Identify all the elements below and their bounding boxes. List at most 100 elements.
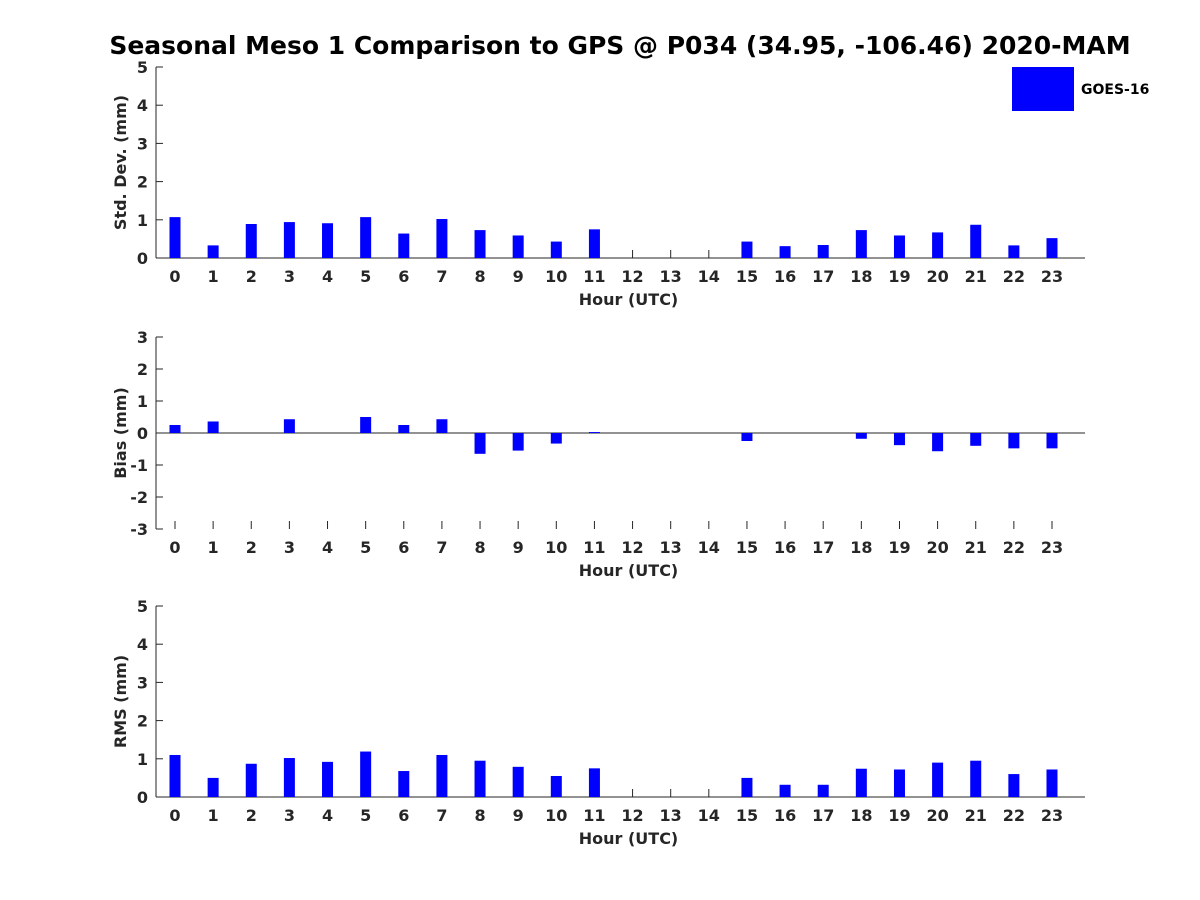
x-tick-label: 15 — [736, 806, 758, 825]
x-tick-label: 14 — [698, 267, 720, 286]
x-tick-label: 23 — [1041, 267, 1063, 286]
x-tick-label: 18 — [850, 538, 872, 557]
x-tick-label: 11 — [583, 538, 605, 557]
bar-hour-6 — [398, 233, 410, 258]
x-tick-label: 16 — [774, 267, 796, 286]
bar-hour-21 — [970, 224, 982, 258]
legend-label: GOES-16 — [1081, 82, 1149, 98]
x-tick-label: 22 — [1003, 806, 1025, 825]
x-tick-label: 14 — [698, 538, 720, 557]
x-axis-label: Hour (UTC) — [579, 561, 679, 580]
bar-hour-11 — [588, 768, 600, 797]
bar-hour-21 — [970, 760, 982, 797]
y-axis-label: RMS (mm) — [111, 655, 130, 748]
x-tick-label: 19 — [888, 538, 910, 557]
x-tick-label: 13 — [660, 267, 682, 286]
y-tick-label: 1 — [137, 392, 148, 411]
x-tick-label: 17 — [812, 538, 834, 557]
x-tick-label: 23 — [1041, 806, 1063, 825]
y-tick-label: 4 — [137, 635, 148, 654]
bar-hour-18 — [855, 768, 867, 797]
bar-hour-6 — [398, 771, 410, 797]
x-tick-label: 10 — [545, 538, 567, 557]
x-tick-label: 9 — [513, 806, 524, 825]
x-tick-label: 6 — [398, 267, 409, 286]
x-axis-label: Hour (UTC) — [579, 829, 679, 848]
bar-hour-2 — [245, 224, 257, 258]
x-tick-label: 22 — [1003, 538, 1025, 557]
y-tick-label: 2 — [137, 360, 148, 379]
y-tick-label: 3 — [137, 328, 148, 347]
bar-hour-11 — [588, 432, 600, 433]
x-tick-label: 3 — [284, 806, 295, 825]
x-tick-label: 3 — [284, 267, 295, 286]
x-tick-label: 10 — [545, 806, 567, 825]
bar-hour-23 — [1046, 433, 1058, 449]
x-tick-label: 7 — [436, 806, 447, 825]
bar-hour-20 — [932, 433, 944, 452]
y-tick-label: 4 — [137, 96, 148, 115]
y-tick-label: 1 — [137, 211, 148, 230]
x-tick-label: 7 — [436, 267, 447, 286]
bar-hour-15 — [741, 433, 753, 441]
x-tick-label: 12 — [621, 806, 643, 825]
x-tick-label: 23 — [1041, 538, 1063, 557]
bar-hour-20 — [932, 762, 944, 797]
x-tick-label: 1 — [208, 267, 219, 286]
x-tick-label: 6 — [398, 806, 409, 825]
bar-hour-1 — [207, 777, 219, 797]
x-tick-label: 8 — [474, 538, 485, 557]
y-tick-label: 3 — [137, 673, 148, 692]
x-tick-label: 4 — [322, 538, 333, 557]
x-tick-label: 2 — [246, 538, 257, 557]
bar-hour-1 — [207, 421, 219, 433]
x-tick-label: 11 — [583, 267, 605, 286]
bar-hour-4 — [322, 223, 334, 258]
x-tick-label: 14 — [698, 806, 720, 825]
bar-hour-15 — [741, 241, 753, 258]
bar-hour-7 — [436, 219, 448, 258]
chart-title: Seasonal Meso 1 Comparison to GPS @ P034… — [109, 31, 1130, 60]
x-tick-label: 0 — [169, 538, 180, 557]
bar-hour-22 — [1008, 433, 1020, 449]
bar-hour-9 — [512, 433, 524, 451]
bar-hour-5 — [360, 217, 372, 258]
x-tick-label: 0 — [169, 267, 180, 286]
x-tick-label: 16 — [774, 538, 796, 557]
x-tick-label: 15 — [736, 267, 758, 286]
bar-hour-21 — [970, 433, 982, 446]
y-axis-label: Std. Dev. (mm) — [111, 95, 130, 230]
bar-hour-0 — [169, 217, 181, 258]
x-tick-label: 9 — [513, 538, 524, 557]
y-tick-label: 1 — [137, 750, 148, 769]
y-tick-label: 2 — [137, 173, 148, 192]
bar-hour-0 — [169, 754, 181, 797]
bar-hour-22 — [1008, 774, 1020, 797]
x-tick-label: 8 — [474, 806, 485, 825]
x-tick-label: 5 — [360, 267, 371, 286]
bar-hour-5 — [360, 417, 372, 433]
x-tick-label: 19 — [888, 267, 910, 286]
x-tick-label: 20 — [926, 806, 948, 825]
x-tick-label: 12 — [621, 267, 643, 286]
bar-hour-23 — [1046, 238, 1058, 258]
bar-hour-17 — [817, 784, 829, 797]
y-tick-label: -3 — [130, 520, 148, 539]
x-tick-label: 10 — [545, 267, 567, 286]
bar-hour-9 — [512, 235, 524, 258]
bar-hour-0 — [169, 425, 181, 433]
bar-hour-7 — [436, 754, 448, 797]
x-tick-label: 13 — [660, 538, 682, 557]
bar-hour-11 — [588, 229, 600, 258]
bar-hour-5 — [360, 751, 372, 797]
bar-hour-20 — [932, 232, 944, 258]
y-tick-label: 5 — [137, 58, 148, 77]
bar-hour-19 — [893, 433, 905, 446]
x-tick-label: 4 — [322, 806, 333, 825]
bar-hour-4 — [322, 761, 334, 797]
x-tick-label: 8 — [474, 267, 485, 286]
x-tick-label: 2 — [246, 267, 257, 286]
x-tick-label: 15 — [736, 538, 758, 557]
